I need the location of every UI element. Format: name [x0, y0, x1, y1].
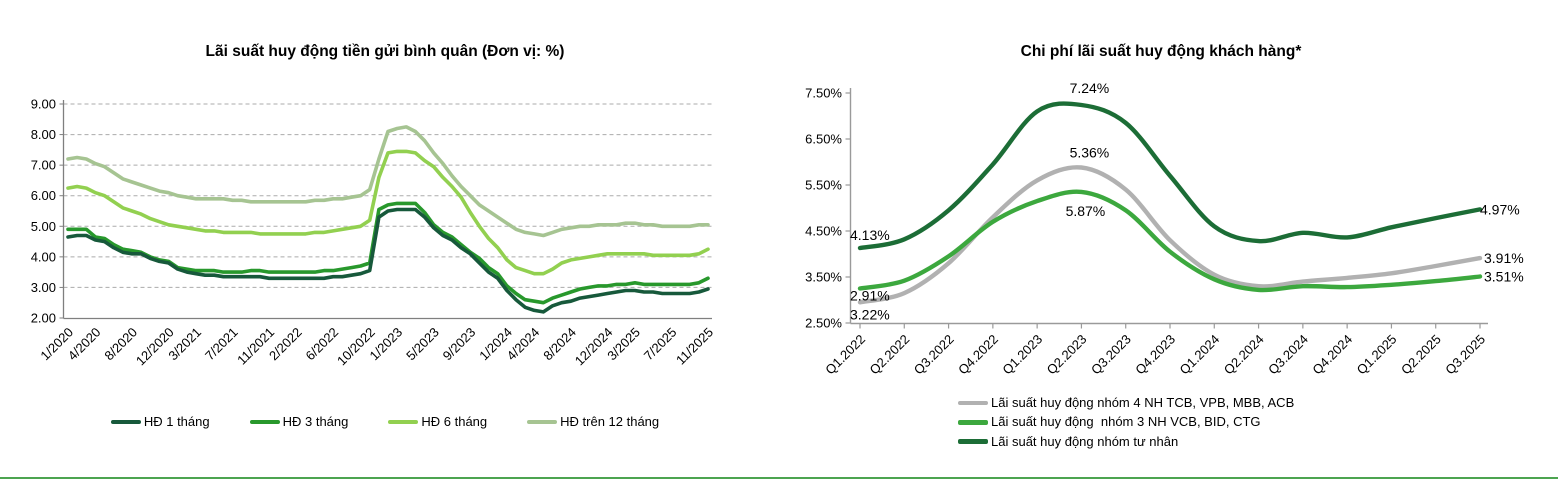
- x-tick-label: 9/2023: [440, 325, 479, 364]
- x-tick-label: Q2.2023: [1044, 332, 1090, 378]
- x-tick-label: Q1.2022: [822, 332, 868, 378]
- legend-item: Lãi suất huy động nhóm 4 NH TCB, VPB, MB…: [958, 395, 1295, 410]
- legend-item: HĐ 1 tháng: [110, 414, 210, 429]
- data-label: 5.36%: [1070, 145, 1110, 161]
- y-tick-label: 2.50%: [805, 316, 842, 331]
- legend-item: HĐ 6 tháng: [388, 414, 488, 429]
- y-tick-label: 6.50%: [805, 132, 842, 147]
- series-line: [857, 165, 1483, 305]
- x-tick-label: 5/2023: [403, 325, 442, 364]
- legend-label: HĐ trên 12 tháng: [560, 414, 660, 429]
- x-tick-label: Q3.2023: [1088, 332, 1134, 378]
- y-tick-label: 5.00: [31, 219, 56, 234]
- legend-line-swatch: [249, 420, 280, 425]
- x-tick-label: 12/2020: [133, 325, 177, 369]
- x-tick-label: Q2.2024: [1221, 332, 1267, 378]
- data-label: 4.97%: [1480, 201, 1520, 217]
- y-tick-label: 2.00: [31, 311, 56, 326]
- x-tick-label: 10/2022: [334, 325, 378, 369]
- series-line: [66, 125, 710, 238]
- data-label: 2.91%: [850, 288, 890, 304]
- y-tick-label: 3.50%: [805, 270, 842, 285]
- x-tick-label: Q1.2023: [999, 332, 1045, 378]
- series-line: [66, 149, 710, 276]
- y-tick-label: 4.00: [31, 249, 56, 264]
- x-tick-label: Q3.2025: [1442, 332, 1488, 378]
- x-tick-label: Q2.2025: [1398, 332, 1444, 378]
- x-tick-label: 11/2025: [673, 325, 716, 368]
- series-line: [857, 189, 1483, 293]
- y-tick-label: 5.50%: [805, 178, 842, 193]
- y-tick-label: 6.00: [31, 188, 56, 203]
- x-tick-label: 12/2024: [572, 325, 616, 369]
- legend-line-swatch: [958, 439, 988, 444]
- data-label: 3.51%: [1484, 269, 1524, 285]
- left-chart-legend: HĐ 1 tháng HĐ 3 tháng HĐ 6 tháng HĐ trên 12…: [60, 414, 710, 429]
- legend-line-swatch: [388, 420, 419, 425]
- left-chart-title: Lãi suất huy động tiền gửi bình quân (Đơ…: [205, 43, 565, 60]
- x-tick-label: Q4.2022: [955, 332, 1001, 378]
- legend-line-swatch: [110, 420, 141, 425]
- legend-label: HĐ 3 tháng: [282, 414, 349, 429]
- data-label: 5.87%: [1066, 203, 1106, 219]
- x-tick-label: Q3.2024: [1265, 332, 1311, 378]
- legend-label: HĐ 6 tháng: [421, 414, 488, 429]
- data-label: 4.13%: [850, 227, 890, 243]
- data-label: 7.24%: [1070, 80, 1110, 96]
- right-chart-title: Chi phí lãi suất huy động khách hàng*: [1020, 43, 1302, 60]
- data-label: 3.22%: [850, 306, 890, 322]
- x-tick-label: Q4.2023: [1132, 332, 1178, 378]
- legend-line-swatch: [958, 400, 988, 406]
- legend-item: HĐ 3 tháng: [249, 414, 349, 429]
- y-tick-label: 7.00: [31, 158, 56, 173]
- x-tick-label: Q4.2024: [1309, 332, 1355, 378]
- legend-line-swatch: [958, 420, 988, 425]
- y-tick-label: 4.50%: [805, 224, 842, 239]
- y-tick-label: 9.00: [31, 97, 56, 112]
- legend-item: Lãi suất huy động nhóm 3 NH VCB, BID, CT…: [958, 414, 1261, 430]
- legend-label: Lãi suất huy động nhóm tư nhân: [991, 433, 1179, 449]
- legend-label: Lãi suất huy động nhóm 3 NH VCB, BID, CT…: [991, 414, 1261, 430]
- legend-label: Lãi suất huy động nhóm 4 NH TCB, VPB, MB…: [991, 395, 1295, 410]
- x-tick-label: Q1.2024: [1177, 332, 1223, 378]
- series-line: [857, 101, 1483, 251]
- y-tick-label: 7.50%: [805, 86, 842, 101]
- x-tick-label: Q1.2025: [1354, 332, 1400, 378]
- right-chart-legend: Lãi suất huy động nhóm 4 NH TCB, VPB, MB…: [958, 395, 1295, 449]
- legend-item: HĐ trên 12 tháng: [527, 414, 660, 429]
- x-tick-label: Q2.2022: [867, 332, 913, 378]
- data-label: 3.91%: [1484, 250, 1524, 266]
- legend-item: Lãi suất huy động nhóm tư nhân: [958, 433, 1179, 449]
- x-tick-label: Q3.2022: [911, 332, 957, 378]
- legend-label: HĐ 1 tháng: [143, 414, 210, 429]
- y-tick-label: 3.00: [31, 280, 56, 295]
- y-tick-label: 8.00: [31, 127, 56, 142]
- x-tick-label: 11/2021: [234, 325, 277, 368]
- footer-divider-line: [0, 477, 1558, 479]
- legend-line-swatch: [527, 420, 558, 425]
- series-line: [66, 207, 710, 314]
